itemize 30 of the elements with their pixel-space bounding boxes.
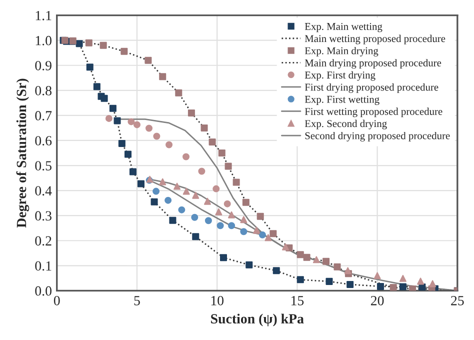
y-axis-title: Degree of Saturation (Sr) <box>16 78 30 228</box>
y-tick-label: 0.7 <box>35 111 52 120</box>
y-tick-label: 0.6 <box>35 136 52 146</box>
legend-label: Main drying proposed procedure <box>304 59 442 69</box>
legend-label: Exp. Second drying <box>304 120 387 130</box>
y-tick-label: 0.5 <box>35 161 52 171</box>
legend-label: First drying proposed procedure <box>304 83 438 93</box>
legend-label: Second drying proposed procedure <box>305 132 450 142</box>
y-tick-label: 0.0 <box>35 286 52 296</box>
legend-label: Main wetting proposed procedure <box>304 34 446 44</box>
x-tick-label: 10 <box>211 296 224 306</box>
x-tick-label: 5 <box>134 296 140 306</box>
legend-label: Exp. Main drying <box>304 46 378 56</box>
y-tick-label: 0.8 <box>35 86 52 96</box>
y-tick-label: 0.9 <box>35 60 52 70</box>
legend-label: Exp. Main wetting <box>304 22 382 32</box>
legend-label: Exp. First drying <box>304 71 376 81</box>
y-tick-label: 0.2 <box>35 236 52 246</box>
x-tick-label: 25 <box>451 296 464 306</box>
x-tick-label: 0 <box>54 296 60 306</box>
y-tick-label: 1.1 <box>36 10 52 20</box>
y-tick-label: 1.0 <box>36 36 52 46</box>
y-tick-label: 0.4 <box>35 186 52 196</box>
x-tick-label: 15 <box>291 296 304 306</box>
y-tick-label: 0.3 <box>35 211 52 221</box>
x-tick-label: 20 <box>370 296 384 306</box>
legend-label: First wetting proposed procedure <box>304 108 442 118</box>
y-tick-label: 0.1 <box>35 261 52 271</box>
x-axis-title: Suction (ψ) kPa <box>211 314 304 326</box>
legend-label: Exp. First wetting <box>304 96 380 105</box>
